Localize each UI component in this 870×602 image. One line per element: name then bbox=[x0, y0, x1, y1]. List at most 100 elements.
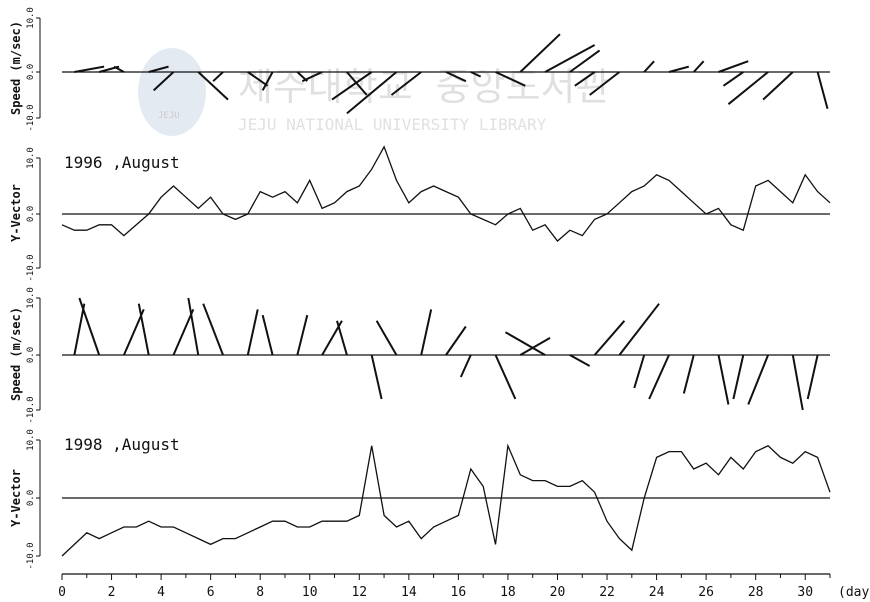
vector-stick bbox=[331, 71, 373, 101]
vector-stick bbox=[137, 303, 150, 356]
watermark-subtitle: JEJU NATIONAL UNIVERSITY LIBRARY bbox=[238, 115, 547, 134]
vector-stick bbox=[247, 71, 269, 87]
panel-4: 10.0 0.0 -10.0 Y-Vector 1998 ,August bbox=[9, 429, 831, 570]
vector-stick bbox=[732, 354, 745, 400]
vector-stick bbox=[544, 44, 596, 73]
y-tick-label: -10.0 bbox=[26, 542, 36, 569]
vector-stick bbox=[791, 354, 804, 411]
vector-stick bbox=[336, 320, 348, 356]
y-axis-label: Speed (m/sec) bbox=[9, 307, 23, 401]
x-tick-label: 16 bbox=[451, 585, 467, 600]
y-tick-label: 0.0 bbox=[26, 64, 36, 80]
y-axis-label: Y-Vector bbox=[9, 469, 23, 527]
vector-stick bbox=[519, 337, 551, 356]
vector-stick bbox=[445, 325, 467, 356]
y-axis-label: Y-Vector bbox=[9, 184, 23, 242]
vector-stick bbox=[187, 297, 200, 356]
vector-stick bbox=[246, 309, 259, 356]
vector-stick bbox=[504, 331, 546, 356]
vector-stick bbox=[806, 354, 819, 400]
x-tick-label: 6 bbox=[207, 585, 215, 600]
vector-stick bbox=[618, 303, 660, 356]
vector-stick bbox=[717, 354, 730, 405]
vector-stick bbox=[816, 71, 829, 110]
watermark-logo-icon bbox=[138, 48, 206, 136]
vector-stick bbox=[301, 71, 323, 83]
vector-stick bbox=[648, 354, 670, 400]
vector-stick bbox=[197, 71, 229, 101]
y-tick-label: -10.0 bbox=[26, 396, 36, 423]
y-vector-line bbox=[61, 145, 831, 242]
vector-stick bbox=[212, 71, 224, 82]
vector-stick bbox=[727, 71, 769, 105]
vector-stick bbox=[152, 71, 175, 92]
x-tick-label: 4 bbox=[157, 585, 165, 600]
panel-2: 10.0 0.0 -10.0 Y-Vector 1996 ,August bbox=[9, 145, 831, 282]
vector-stick bbox=[593, 320, 626, 356]
vector-stick bbox=[172, 309, 195, 356]
x-axis-unit: (day) bbox=[838, 585, 870, 600]
vector-stick bbox=[445, 71, 467, 83]
vector-stick bbox=[74, 65, 105, 73]
vector-stick bbox=[682, 354, 695, 394]
vector-stick bbox=[574, 71, 596, 87]
vector-stick bbox=[261, 314, 274, 356]
x-tick-label: 30 bbox=[797, 585, 813, 600]
vector-stick bbox=[747, 354, 769, 405]
x-tick-label: 0 bbox=[58, 585, 66, 600]
panel-title: 1998 ,August bbox=[64, 435, 180, 454]
x-tick-label: 10 bbox=[302, 585, 318, 600]
y-vector-line bbox=[61, 443, 831, 557]
vector-stick bbox=[643, 60, 655, 73]
y-tick-label: 10.0 bbox=[26, 429, 36, 451]
vector-stick bbox=[346, 71, 398, 115]
x-tick-label: 12 bbox=[351, 585, 367, 600]
vector-stick bbox=[569, 49, 601, 73]
y-tick-label: 10.0 bbox=[26, 7, 36, 29]
vector-stick bbox=[78, 297, 101, 356]
vector-stick bbox=[589, 71, 621, 96]
vector-stick bbox=[569, 354, 591, 367]
watermark-logo-text: JEJU bbox=[158, 111, 180, 121]
y-tick-label: 0.0 bbox=[26, 206, 36, 222]
vector-stick bbox=[261, 71, 274, 91]
vector-stick bbox=[519, 33, 561, 73]
vector-stick bbox=[718, 60, 749, 73]
vector-stick bbox=[762, 71, 794, 101]
y-axis-label: Speed (m/sec) bbox=[9, 21, 23, 115]
vector-stick bbox=[633, 354, 646, 389]
vector-stick bbox=[296, 314, 309, 356]
y-tick-label: 10.0 bbox=[26, 147, 36, 169]
y-tick-label: -10.0 bbox=[26, 254, 36, 281]
y-tick-label: 0.0 bbox=[26, 347, 36, 363]
x-tick-label: 2 bbox=[108, 585, 116, 600]
vector-stick bbox=[668, 65, 690, 73]
vector-stick bbox=[375, 320, 398, 356]
x-tick-label: 8 bbox=[256, 585, 264, 600]
vector-stick bbox=[148, 65, 169, 73]
panel-title: 1996 ,August bbox=[64, 153, 180, 172]
y-tick-label: 10.0 bbox=[26, 287, 36, 309]
x-tick-label: 22 bbox=[599, 585, 615, 600]
vector-stick bbox=[202, 303, 224, 356]
x-tick-label: 20 bbox=[550, 585, 566, 600]
y-tick-label: 0.0 bbox=[26, 490, 36, 506]
vector-stick bbox=[113, 65, 125, 73]
vector-stick bbox=[722, 71, 744, 87]
x-tick-label: 24 bbox=[649, 585, 665, 600]
x-tick-label: 14 bbox=[401, 585, 417, 600]
vector-stick bbox=[420, 309, 433, 356]
vector-stick bbox=[370, 354, 383, 400]
vector-stick bbox=[390, 71, 422, 96]
vector-stick bbox=[693, 60, 705, 73]
vector-stick bbox=[495, 71, 526, 87]
x-tick-label: 18 bbox=[500, 585, 516, 600]
x-tick-label: 26 bbox=[698, 585, 714, 600]
vector-stick bbox=[459, 354, 472, 378]
y-tick-label: -10.0 bbox=[26, 104, 36, 131]
vector-stick bbox=[470, 71, 482, 78]
